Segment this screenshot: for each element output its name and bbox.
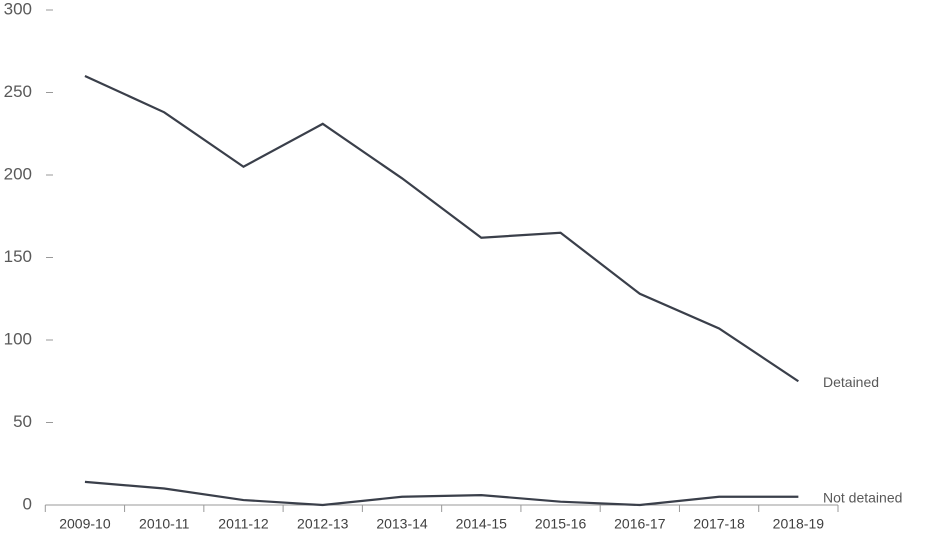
y-tick-label: 150 <box>4 247 32 266</box>
y-tick-label: 50 <box>13 412 32 431</box>
x-tick-label: 2014-15 <box>456 516 508 532</box>
x-tick-label: 2015-16 <box>535 516 587 532</box>
x-tick-label: 2018-19 <box>773 516 825 532</box>
y-tick-label: 0 <box>23 494 32 513</box>
x-tick-label: 2011-12 <box>218 516 269 532</box>
series-label: Not detained <box>823 489 902 505</box>
x-tick-label: 2017-18 <box>693 516 745 532</box>
y-tick-label: 100 <box>4 329 32 348</box>
x-tick-label: 2012-13 <box>297 516 349 532</box>
x-tick-label: 2016-17 <box>614 516 666 532</box>
series-line <box>84 480 799 507</box>
y-tick-label: 250 <box>4 82 32 101</box>
series-line <box>84 74 799 383</box>
x-tick-label: 2009-10 <box>59 516 111 532</box>
x-tick-label: 2010-11 <box>139 516 190 532</box>
x-tick-label: 2013-14 <box>376 516 428 532</box>
y-tick-label: 300 <box>4 0 32 18</box>
y-tick-label: 200 <box>4 164 32 183</box>
series-label: Detained <box>823 374 879 390</box>
